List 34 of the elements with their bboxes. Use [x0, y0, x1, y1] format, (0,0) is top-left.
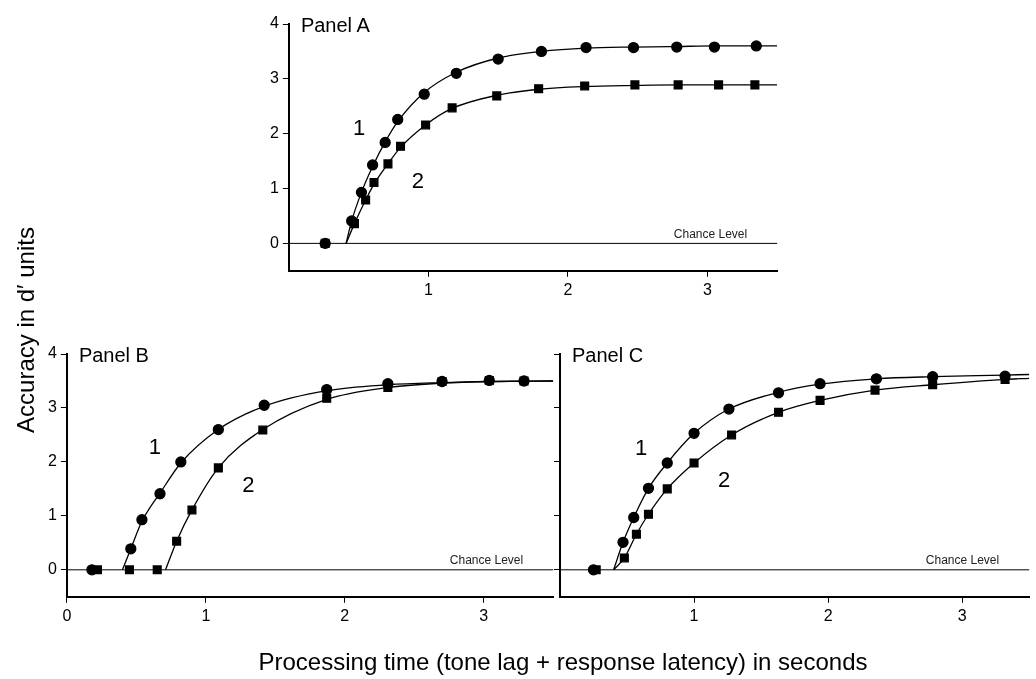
- series-label: 1: [635, 435, 648, 461]
- chart-title: Panel C: [572, 343, 644, 366]
- x-tick-label: 1: [423, 280, 433, 298]
- chart-title: Panel A: [300, 13, 371, 36]
- x-tick-label: 3: [702, 280, 712, 298]
- y-tick-label: 3: [269, 69, 279, 87]
- y-tick-label: 4: [47, 344, 57, 362]
- ref-line-label: Chance Level: [673, 226, 748, 241]
- ref-line-label: Chance Level: [925, 553, 1000, 568]
- x-tick-label: 0: [62, 606, 72, 624]
- y-tick-label: 2: [269, 124, 279, 142]
- series-label: 2: [717, 467, 731, 493]
- series-label: 2: [411, 167, 425, 193]
- x-axis-title: Processing time (tone lag + response latency) in seconds: [258, 648, 868, 676]
- ref-line-label: Chance Level: [449, 553, 524, 568]
- x-tick-label: 3: [957, 606, 967, 624]
- x-tick-label: 1: [689, 606, 699, 624]
- x-tick-label: 2: [823, 606, 833, 624]
- x-tick-label: 1: [201, 606, 211, 624]
- y-tick-label: 3: [47, 398, 57, 416]
- series-label: 1: [353, 114, 366, 140]
- x-tick-label: 2: [563, 280, 573, 298]
- series-label: 2: [242, 471, 255, 497]
- y-tick-label: 1: [47, 506, 57, 524]
- y-tick-label: 2: [47, 452, 57, 470]
- x-tick-label: 3: [479, 606, 489, 624]
- x-tick-label: 2: [340, 606, 350, 624]
- y-tick-label: 1: [269, 178, 279, 196]
- series-label: 1: [148, 433, 161, 459]
- chart-title: Panel B: [78, 343, 149, 366]
- y-tick-label: 0: [269, 233, 279, 251]
- y-tick-label: 0: [47, 560, 57, 578]
- y-tick-label: 4: [269, 14, 279, 32]
- y-axis-title: Accuracy in d′ units: [12, 227, 40, 433]
